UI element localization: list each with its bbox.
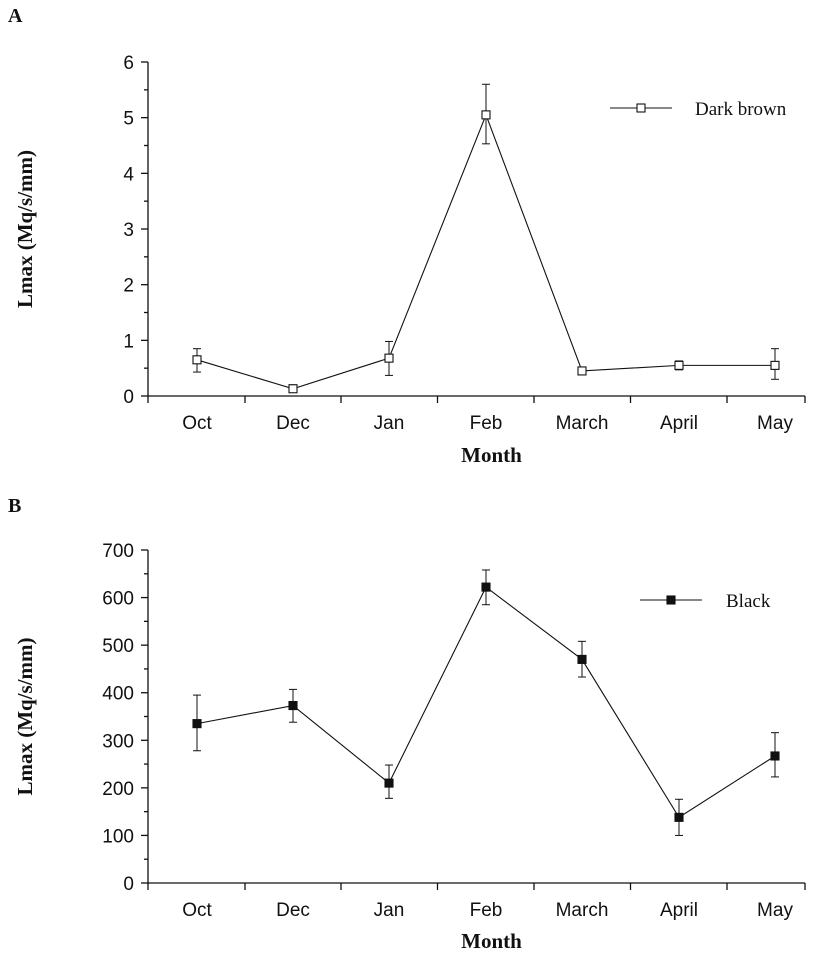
- panel-b-x-tick-label: Oct: [182, 900, 212, 921]
- panel-a: A 0 1 2 3 4 5 6 Oct Dec Jan Feb March April May Month L…: [8, 5, 806, 467]
- panel-b-data-point: [192, 719, 202, 729]
- panel-a-data-point: [288, 384, 298, 394]
- panel-a-x-tick-label: May: [757, 413, 793, 434]
- panel-a-data-point: [481, 110, 491, 120]
- panel-b-legend-label: Black: [726, 591, 771, 612]
- panel-b-y-tick-label: 700: [102, 541, 134, 562]
- panel-b-x-tick-label: Feb: [470, 900, 503, 921]
- panel-b-data-point: [288, 701, 298, 711]
- panel-a-x-tick-label: March: [556, 413, 609, 434]
- panel-a-x-tick-label: Dec: [276, 413, 310, 434]
- panel-b: B 0 100 200 300 400 500 600 700 Oct Dec Jan Feb Marc…: [8, 495, 806, 953]
- panel-b-data-point: [674, 812, 684, 822]
- panel-b-y-tick-label: 100: [102, 826, 134, 847]
- panel-a-letter: A: [8, 5, 23, 27]
- panel-a-y-tick-label: 0: [123, 387, 134, 408]
- panel-a-data-point: [577, 366, 587, 376]
- panel-a-series-line: [196, 113, 775, 390]
- panel-a-y-tick-label: 3: [123, 220, 134, 241]
- panel-a-y-tick-label: 6: [123, 53, 134, 74]
- panel-a-x-tick-label: Jan: [374, 413, 405, 434]
- panel-b-y-tick-label: 600: [102, 589, 134, 610]
- panel-a-x-tick-label: April: [660, 413, 698, 434]
- panel-a-y-axis-title: Lmax (Mq/s/mm): [13, 150, 37, 308]
- panel-a-y-tick-label: 5: [123, 109, 134, 130]
- panel-a-data-point: [192, 355, 202, 365]
- panel-a-y-tick-label: 2: [123, 276, 134, 297]
- panel-a-data-point: [770, 360, 780, 370]
- panel-a-data-point: [674, 360, 684, 370]
- panel-a-y-tick-label: 4: [123, 164, 134, 185]
- panel-b-x-axis-title: Month: [461, 929, 522, 953]
- panel-a-legend-label: Dark brown: [695, 99, 787, 120]
- panel-b-y-tick-label: 500: [102, 636, 134, 657]
- panel-b-legend-marker: [666, 595, 676, 605]
- panel-b-y-tick-label: 200: [102, 779, 134, 800]
- panel-b-x-tick-label: March: [556, 900, 609, 921]
- panel-b-data-point: [770, 751, 780, 761]
- panel-b-data-point: [384, 778, 394, 788]
- panel-b-letter: B: [8, 495, 21, 517]
- panel-b-y-tick-label: 400: [102, 684, 134, 705]
- panel-a-x-tick-label: Oct: [182, 413, 212, 434]
- panel-a-legend-marker: [636, 103, 646, 113]
- panel-a-data-point: [384, 353, 394, 363]
- panel-a-x-tick-label: Feb: [470, 413, 503, 434]
- panel-b-x-tick-label: April: [660, 900, 698, 921]
- panel-b-data-point: [481, 582, 491, 592]
- panel-b-x-tick-label: Jan: [374, 900, 405, 921]
- panel-b-x-tick-label: Dec: [276, 900, 310, 921]
- panel-b-series-line: [196, 586, 776, 819]
- panel-b-y-tick-label: 0: [123, 874, 134, 895]
- panel-b-x-tick-label: May: [757, 900, 793, 921]
- panel-b-y-tick-label: 300: [102, 731, 134, 752]
- panel-b-data-point: [577, 654, 587, 664]
- panel-a-y-tick-label: 1: [123, 331, 134, 352]
- panel-a-x-axis-title: Month: [461, 443, 522, 467]
- panel-b-y-axis-title: Lmax (Mq/s/mm): [13, 637, 37, 795]
